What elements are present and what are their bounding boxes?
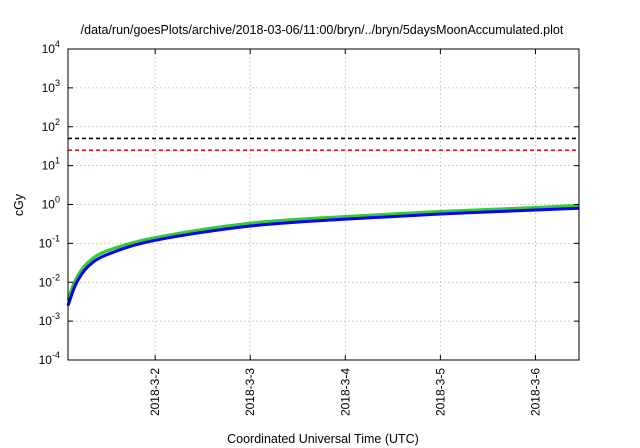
series-line — [66, 206, 580, 307]
x-tick-label: 2018-3-5 — [433, 368, 447, 416]
y-tick-label: 10-1 — [39, 233, 60, 250]
y-tick-label: 103 — [42, 78, 60, 95]
y-axis-label: cGy — [12, 193, 26, 216]
series-line — [66, 203, 580, 301]
y-tick-label: 102 — [42, 117, 60, 134]
y-tick-label: 101 — [42, 156, 60, 173]
y-tick-label: 100 — [42, 195, 60, 212]
y-tick-label: 10-3 — [39, 311, 60, 328]
y-tick-label: 10-4 — [39, 350, 60, 367]
x-axis: 2018-3-2 2018-3-3 2018-3-4 2018-3-5 2018-3-6 — [148, 49, 542, 416]
series-lines — [66, 203, 580, 307]
y-tick-label: 104 — [42, 39, 60, 56]
x-axis-label: Coordinated Universal Time (UTC) — [227, 432, 419, 446]
x-tick-label: 2018-3-4 — [338, 368, 352, 416]
chart-title: /data/run/goesPlots/archive/2018-03-06/1… — [81, 23, 564, 37]
grid — [68, 49, 579, 360]
threshold-lines — [68, 137, 579, 151]
x-tick-label: 2018-3-2 — [148, 368, 162, 416]
x-tick-label: 2018-3-6 — [528, 368, 542, 416]
x-tick-label: 2018-3-3 — [243, 368, 257, 416]
y-tick-label: 10-2 — [39, 272, 60, 289]
